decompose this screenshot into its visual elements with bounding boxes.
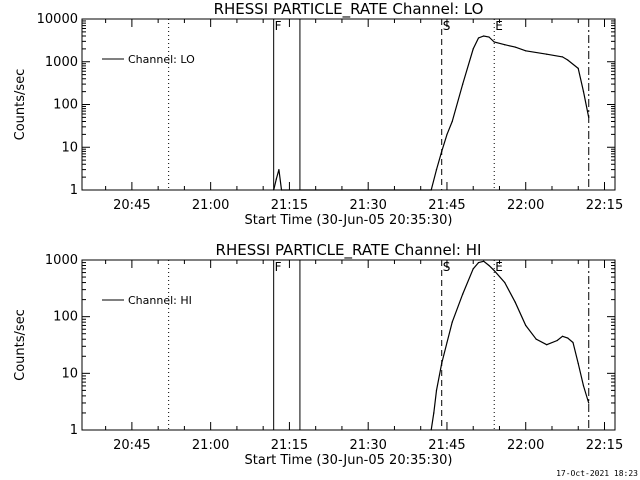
panel-1-axes-frame: [81, 18, 616, 191]
panel-1-y-tick-label: 1000: [45, 55, 78, 70]
panel-1-title: RHESSI PARTICLE_RATE Channel: LO: [214, 0, 484, 19]
panel-2-data-point: [535, 338, 537, 340]
panel-1-x-tick-label: 21:15: [271, 198, 308, 213]
panel-2-data-point: [561, 335, 564, 337]
panel-2-x-tick-label: 22:15: [586, 438, 623, 453]
panel-1-data-point: [451, 120, 453, 123]
panel-2-data-point: [433, 412, 435, 414]
panel-1-data-point: [514, 46, 516, 48]
panel-1-y-tick-label: 10000: [37, 12, 78, 27]
panel-1-series-line: [273, 35, 590, 191]
panel-2-data-point: [567, 337, 569, 339]
panel-1-x-axis-label: Start Time (30-Jun-05 20:35:30): [245, 213, 453, 228]
panel-1-data-point: [472, 48, 474, 50]
panel-1-data-point: [462, 83, 464, 85]
panel-1-marker-label-F: F: [275, 19, 282, 33]
panel-2-data-point: [430, 429, 432, 431]
panel-1-y-tick-label: 1: [70, 183, 78, 198]
panel-1-data-point: [493, 41, 495, 43]
panel-1-data-point: [273, 189, 275, 191]
panel-1-marker-label-E: E: [495, 19, 503, 33]
panel-2-x-tick-label: 21:30: [349, 438, 386, 453]
panel-2-y-tick-label: 100: [53, 310, 78, 325]
panel-2-data-point: [514, 301, 516, 303]
panel-2-y-tick-label: 1: [70, 423, 78, 438]
panel-2-data-point: [556, 339, 558, 342]
panel-2-legend-label: Channel: HI: [128, 294, 192, 307]
panel-2-x-tick-label: 21:00: [192, 438, 229, 453]
panel-1-data-point: [280, 189, 283, 191]
panel-1-x-tick-label: 20:45: [113, 198, 150, 213]
panel-2-y-axis-label: Counts/sec: [13, 309, 28, 381]
panel-2-data-point: [472, 268, 474, 270]
panel-1-legend-label: Channel: LO: [128, 53, 195, 66]
panel-1-data-point: [278, 169, 280, 171]
panel-2-title: RHESSI PARTICLE_RATE Channel: HI: [216, 241, 482, 260]
panel-2-data-point: [525, 324, 527, 327]
panel-2-marker-label-F: F: [275, 260, 282, 274]
panel-2-data-point: [441, 362, 443, 364]
panel-1-data-point: [588, 116, 590, 118]
panel-2-x-tick-label: 21:45: [428, 438, 465, 453]
panel-2-marker-label-S: S: [443, 260, 451, 274]
panel-1-data-point: [546, 53, 548, 55]
panel-1-data-point: [488, 36, 490, 38]
panel-2-x-tick-label: 22:00: [507, 438, 544, 453]
panel-1-data-point: [441, 150, 443, 152]
panel-1-data-point: [446, 133, 448, 135]
panel-2-x-axis-label: Start Time (30-Jun-05 20:35:30): [245, 453, 453, 468]
panel-1-x-tick-label: 21:00: [192, 198, 229, 213]
panel-1-data-point: [577, 67, 579, 69]
panel-2-axes-frame: [81, 259, 616, 431]
footer-timestamp: 17-Oct-2021 18:23: [556, 469, 638, 478]
panel-2-data-point: [588, 402, 590, 404]
panel-2-series-line: [430, 260, 590, 431]
panel-2-data-point: [546, 344, 548, 346]
panel-1-x-tick-label: 21:45: [428, 198, 465, 213]
panel-1-data-point: [504, 44, 506, 46]
panel-1-data-point: [430, 189, 432, 191]
panel-1-data-point: [567, 59, 569, 61]
panel-1-x-tick-label: 21:30: [349, 198, 386, 213]
panel-2-x-tick-label: 21:15: [271, 438, 308, 453]
panel-1-y-tick-label: 10: [61, 140, 78, 155]
panel-2-data-point: [488, 264, 490, 267]
panel-1-data-point: [582, 91, 585, 93]
panel-2-data-point: [451, 321, 453, 323]
panel-1-x-tick-label: 22:00: [507, 198, 544, 213]
panel-2-data-point: [446, 341, 448, 344]
panel-1-data-point: [477, 37, 480, 39]
panel-2-data-point: [435, 389, 438, 391]
panel-1-data-point: [561, 56, 564, 58]
panel-2-data-point: [582, 385, 585, 387]
panel-2-data-point: [477, 261, 480, 264]
panel-1-y-tick-label: 100: [53, 98, 78, 113]
panel-2-x-tick-label: 20:45: [113, 438, 150, 453]
panel-2-marker-label-E: E: [495, 260, 503, 274]
panel-1-marker-label-S: S: [443, 19, 451, 33]
panel-1-data-point: [435, 169, 438, 171]
panel-2-data-point: [577, 362, 579, 364]
panel-1-data-point: [525, 50, 527, 52]
panel-2-data-point: [462, 293, 464, 295]
panel-2-data-point: [572, 341, 574, 344]
panel-1-y-axis-label: Counts/sec: [13, 69, 28, 141]
panel-2-data-point: [483, 260, 485, 262]
panel-1-data-point: [275, 178, 277, 180]
panel-2-data-point: [493, 270, 495, 272]
panel-2-y-tick-label: 1000: [45, 253, 78, 268]
panel-1-data-point: [483, 35, 485, 37]
panel-2-y-tick-label: 10: [61, 366, 78, 381]
panel-1-x-tick-label: 22:15: [586, 198, 623, 213]
panel-2-data-point: [504, 281, 506, 284]
